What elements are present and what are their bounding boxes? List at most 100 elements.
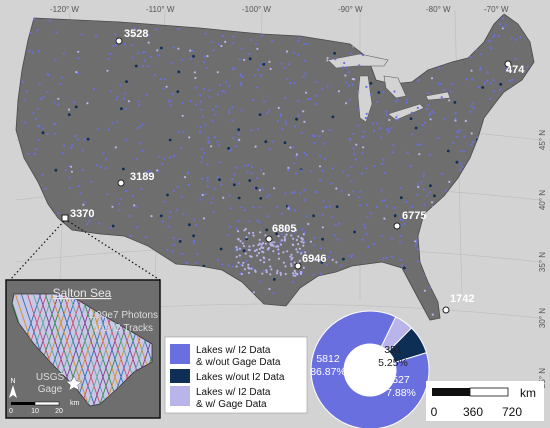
gage-label: Gage [38, 384, 63, 395]
site-marker [504, 60, 512, 68]
main-scale-bar: 0 360 720 km [426, 381, 544, 421]
lake-point [321, 213, 324, 216]
lake-point [250, 38, 253, 42]
lake-point [195, 223, 198, 227]
lake-point [393, 214, 397, 218]
lake-point [181, 101, 184, 104]
lake-point [144, 51, 147, 54]
lake-point [421, 124, 424, 127]
lake-point [225, 80, 228, 83]
lake-point [329, 251, 332, 254]
lake-point [277, 248, 280, 251]
lake-point [414, 244, 417, 247]
lake-point [297, 235, 300, 238]
lake-point [177, 70, 181, 74]
lake-point [156, 49, 159, 52]
lake-point [396, 118, 400, 121]
lake-point [357, 196, 360, 199]
lake-point [372, 122, 375, 125]
scale-label: 360 [463, 405, 483, 419]
lake-point [293, 209, 296, 212]
longitude-label: -120° W [50, 5, 79, 14]
lake-point [250, 165, 253, 168]
lake-point [34, 117, 38, 121]
lake-point [54, 132, 57, 135]
lake-point [260, 34, 264, 37]
lake-point [376, 122, 379, 125]
lake-point [245, 260, 248, 263]
lake-point [208, 142, 211, 145]
lake-point [303, 151, 306, 155]
longitude-label: -100° W [242, 5, 271, 14]
lake-point [235, 255, 238, 258]
lake-point [259, 259, 262, 262]
lake-point [114, 146, 117, 149]
lake-point [427, 91, 430, 95]
lake-point [262, 256, 265, 259]
lake-point [244, 164, 247, 167]
lake-point [342, 170, 345, 173]
lake-point [96, 128, 99, 131]
lake-point [263, 261, 266, 264]
lake-point [268, 258, 271, 261]
lake-point [306, 42, 309, 46]
lake-point [243, 229, 246, 232]
lake-point [262, 62, 266, 66]
lake-point [366, 215, 369, 218]
lake-point [492, 35, 495, 38]
lake-point [109, 52, 112, 56]
lake-point [416, 248, 419, 251]
lake-point [262, 172, 265, 175]
lake-point [264, 234, 267, 237]
lake-point [203, 151, 206, 154]
lake-point [124, 92, 127, 95]
lake-point [287, 63, 290, 66]
lake-point [268, 287, 271, 291]
lake-point [299, 252, 303, 255]
lake-point [286, 250, 289, 253]
lake-point [212, 49, 215, 52]
lake-point [217, 42, 220, 46]
lake-point [67, 108, 71, 111]
lake-point [504, 24, 507, 27]
lake-point [98, 222, 101, 225]
lake-point [452, 142, 455, 145]
lake-point [162, 200, 165, 203]
lake-point [326, 84, 329, 88]
lake-point [193, 218, 196, 221]
lake-point [250, 255, 253, 258]
lake-point [258, 280, 261, 283]
slice-percent-label: 7.88% [386, 387, 416, 399]
longitude-labels: -120° W -110° W -100° W -90° W -80° W -7… [50, 5, 509, 14]
lake-point [239, 83, 242, 86]
lake-point [479, 66, 482, 69]
lake-point [284, 227, 288, 230]
lake-point [222, 196, 225, 199]
lake-point [106, 69, 109, 72]
inset-tracks: 162 I2 Tracks [93, 323, 153, 334]
lake-point [393, 206, 396, 210]
lake-point [261, 272, 264, 275]
lake-point [296, 251, 299, 254]
lake-point [270, 39, 273, 42]
lake-point [256, 86, 259, 89]
lake-point [76, 138, 80, 141]
lake-point [149, 55, 153, 58]
lake-point [331, 216, 334, 219]
lake-point [283, 66, 286, 69]
lake-point [259, 231, 262, 234]
lake-point [110, 226, 113, 229]
lake-point [118, 209, 121, 212]
lake-point [168, 216, 171, 219]
lake-point [116, 120, 119, 123]
lake-point [266, 112, 269, 115]
lake-point [218, 83, 222, 86]
lake-point [348, 99, 351, 102]
lake-point [290, 258, 293, 261]
lake-point [237, 237, 240, 241]
lake-point [279, 271, 282, 274]
site-marker [265, 235, 273, 243]
lake-point [416, 106, 419, 109]
lake-point [232, 42, 235, 45]
lake-point [172, 189, 176, 192]
